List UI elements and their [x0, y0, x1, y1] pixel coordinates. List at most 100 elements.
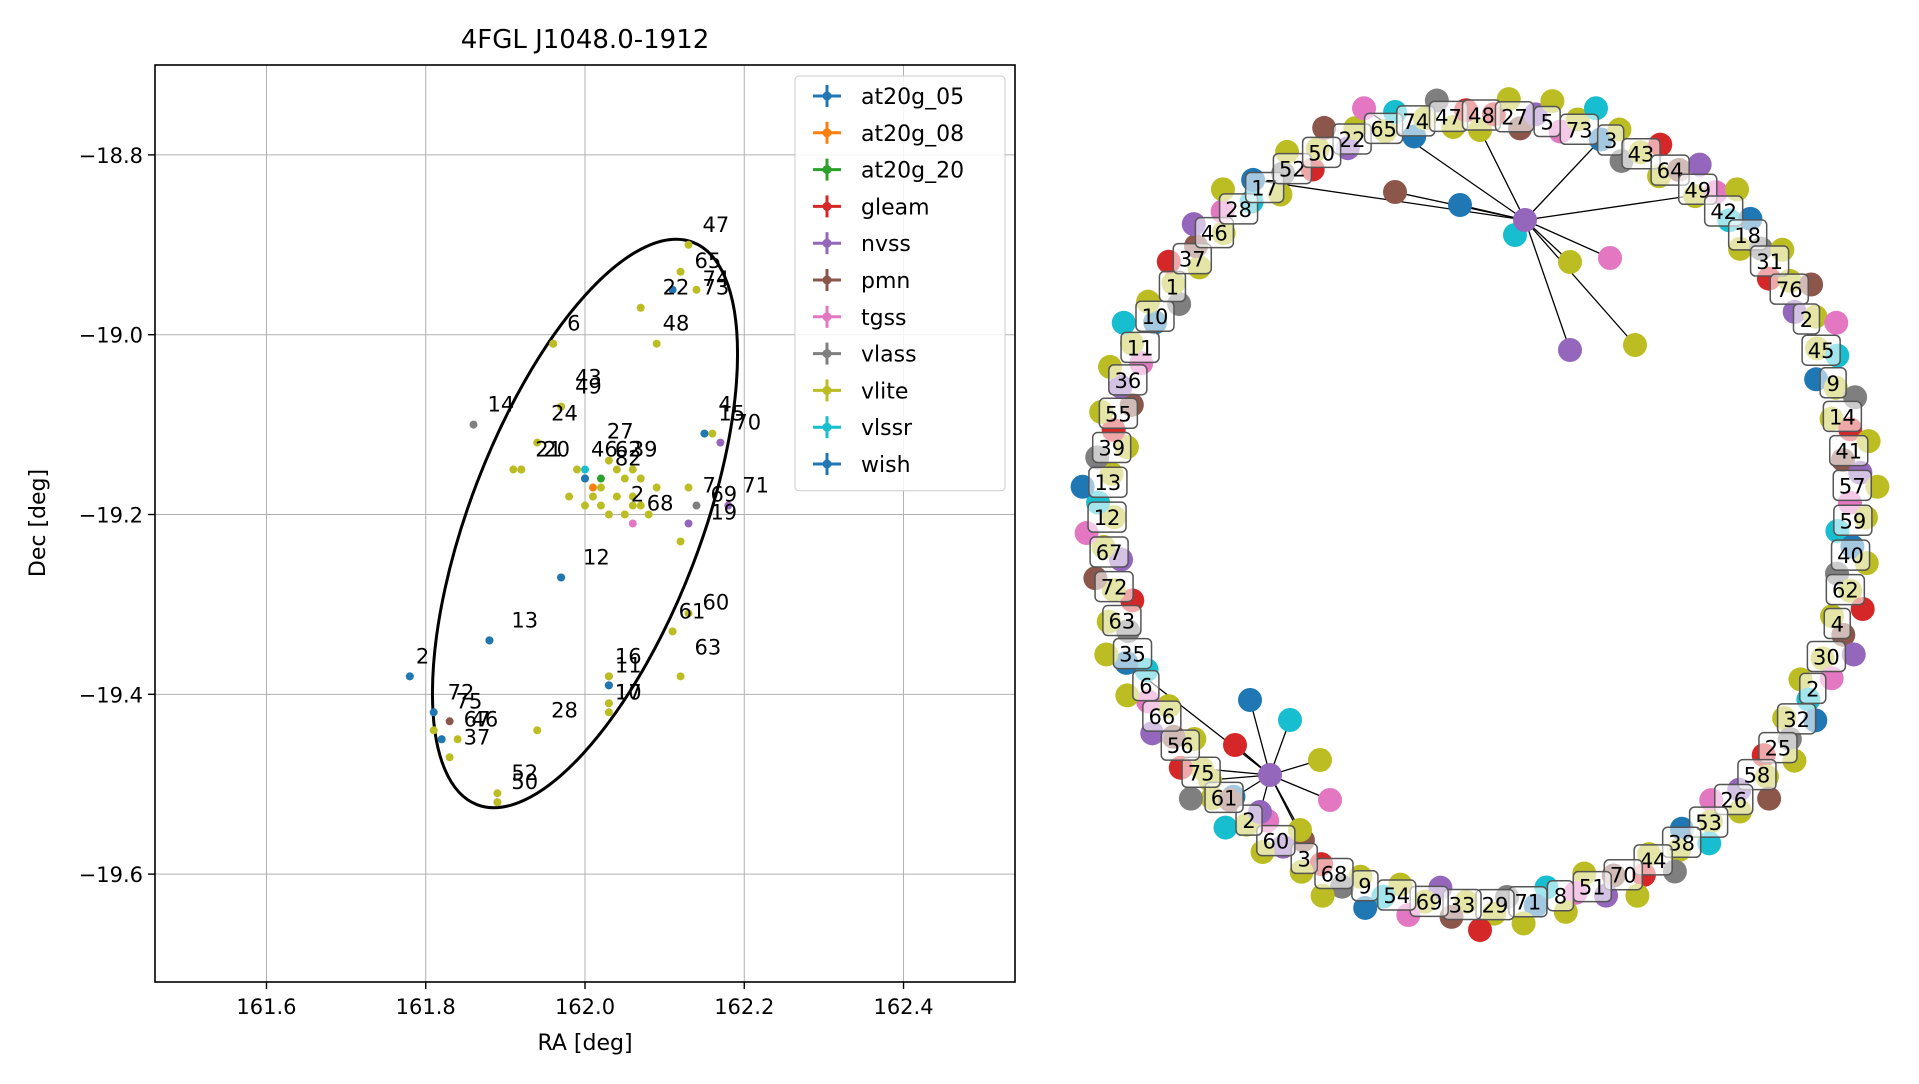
point-label: 75: [456, 689, 483, 713]
network-label: 45: [1801, 334, 1841, 366]
data-point-vlite: [604, 708, 613, 717]
legend-label: vlass: [861, 343, 917, 368]
network-label-box: [1172, 242, 1213, 275]
network-node: [1310, 883, 1335, 908]
network-label-text: 12: [1094, 506, 1121, 530]
x-axis-label: RA [deg]: [537, 1031, 632, 1056]
point-label: 13: [511, 608, 538, 632]
network-label-text: 59: [1840, 509, 1867, 533]
point-label: 2: [631, 483, 644, 507]
network-label-text: 13: [1095, 471, 1122, 495]
legend-marker-dot: [822, 275, 832, 285]
network-label-text: 6: [1139, 675, 1152, 699]
network-label-text: 35: [1119, 643, 1146, 667]
network-node: [1178, 786, 1203, 811]
network-label-text: 10: [1142, 305, 1169, 329]
data-point-wish: [700, 429, 709, 438]
data-point-vlite: [628, 501, 637, 510]
network-label-box: [1806, 640, 1847, 673]
data-point-vlite: [652, 339, 661, 348]
grid-lines: [155, 65, 1015, 982]
network-label-text: 61: [1211, 786, 1238, 810]
data-point-at20g_20: [596, 474, 605, 483]
y-tick-label: −18.8: [79, 144, 143, 168]
data-point-vlite: [581, 501, 589, 510]
y-tick-label: −19.0: [79, 324, 143, 348]
point-label: 24: [551, 402, 578, 426]
network-label-text: 48: [1468, 104, 1495, 128]
network-label: 2: [1235, 804, 1263, 836]
network-label-text: 5: [1540, 110, 1553, 134]
data-point-vlite: [549, 339, 558, 348]
data-point-nvss: [724, 501, 733, 510]
network-label: 73: [1559, 113, 1600, 146]
data-point-vlite: [692, 285, 701, 294]
point-label: 27: [607, 420, 634, 444]
network-label: 5: [1533, 105, 1561, 138]
chart-title: 4FGL J1048.0-1912: [461, 25, 710, 55]
point-label: 63: [695, 635, 722, 659]
data-point-vlite: [533, 438, 542, 447]
network-label: 70: [1603, 858, 1644, 891]
network-label-box: [1132, 669, 1160, 702]
data-point-nvss: [716, 438, 725, 447]
network-label-box: [1301, 136, 1342, 169]
network-label: 58: [1737, 758, 1777, 791]
data-point-wish: [581, 474, 589, 483]
network-label-text: 67: [1096, 541, 1123, 565]
network-label-box: [1142, 700, 1182, 732]
legend-entry: vlssr: [813, 416, 913, 441]
network-label-text: 33: [1449, 894, 1476, 918]
network-label: 66: [1142, 700, 1182, 732]
data-point-vlite: [636, 501, 645, 510]
point-label: 47: [702, 213, 729, 237]
legend-label: at20g_08: [861, 122, 964, 147]
data-point-vlite: [493, 798, 502, 807]
network-node: [1824, 310, 1849, 335]
network-label: 10: [1135, 300, 1175, 332]
network-label-box: [1204, 781, 1244, 814]
network-node: [1558, 338, 1582, 362]
data-point-vlite: [684, 609, 693, 618]
network-label: 37: [1172, 242, 1213, 275]
data-point-wish: [429, 708, 438, 717]
legend-box: [794, 75, 1006, 492]
data-point-vlite: [676, 537, 685, 546]
network-label-box: [1089, 536, 1129, 568]
network-label: 65: [1363, 112, 1404, 145]
data-point-vlite: [628, 492, 637, 501]
network-label-text: 62: [1832, 579, 1859, 603]
point-label: 12: [583, 545, 610, 569]
point-label: 61: [679, 599, 706, 623]
network-node: [1687, 152, 1712, 177]
network-label-text: 2: [1800, 308, 1813, 332]
network-graph: 22 65 74 47 48 27 5 73 3436449421831762459144157…: [1070, 87, 1890, 942]
legend-entry: vlite: [813, 379, 908, 404]
network-label-box: [1727, 219, 1768, 251]
legend-label: nvss: [861, 232, 911, 257]
network-label: 25: [1758, 731, 1798, 764]
network-label: 57: [1832, 469, 1873, 502]
y-axis-ticks: −18.8 −19.0 −19.2 −19.4 −19.6: [79, 144, 155, 887]
network-label: 2: [1792, 303, 1821, 335]
network-label-text: 58: [1744, 764, 1771, 788]
data-point-vlite: [588, 492, 597, 501]
network-label: 62: [1825, 573, 1866, 606]
data-point-vlite: [620, 510, 629, 519]
network-label: 50: [1301, 136, 1342, 169]
data-point-vlite: [445, 753, 454, 762]
legend-marker-dot: [822, 385, 832, 395]
network-label-text: 66: [1148, 705, 1175, 729]
network-label-box: [1830, 539, 1871, 571]
point-label: 17: [615, 680, 642, 704]
network-label: 6: [1132, 669, 1160, 702]
network-label-text: 50: [1308, 141, 1335, 165]
point-label: 62: [615, 438, 642, 462]
network-label-text: 76: [1776, 278, 1803, 302]
network-label-text: 9: [1358, 875, 1371, 899]
network-edge: [1524, 219, 1636, 346]
data-point-vlite: [573, 465, 582, 474]
network-label: 26: [1714, 783, 1754, 816]
point-label: 50: [511, 770, 538, 794]
